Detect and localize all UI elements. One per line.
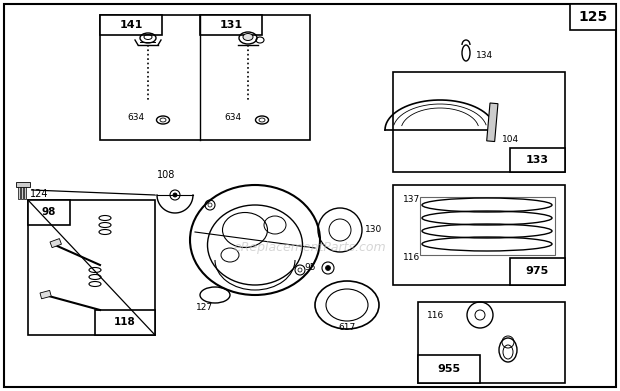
Text: 125: 125 — [578, 10, 608, 24]
Text: 137: 137 — [403, 194, 420, 203]
Text: 134: 134 — [476, 50, 493, 59]
Bar — [388, 28, 608, 258]
Text: 617: 617 — [339, 323, 356, 332]
Bar — [28, 200, 155, 335]
Text: 634: 634 — [127, 113, 144, 122]
Circle shape — [173, 193, 177, 197]
Bar — [510, 148, 565, 172]
Bar — [95, 310, 155, 335]
Bar — [100, 15, 162, 35]
Bar — [24, 185, 26, 199]
Bar — [393, 72, 565, 172]
Bar — [418, 355, 480, 383]
Text: 118: 118 — [114, 317, 136, 327]
Ellipse shape — [243, 34, 253, 41]
Bar — [487, 103, 498, 142]
Text: 127: 127 — [197, 303, 213, 312]
Text: 133: 133 — [526, 155, 549, 165]
Bar — [18, 185, 20, 199]
Text: 634: 634 — [224, 113, 241, 122]
Text: 98: 98 — [42, 207, 56, 217]
Bar — [15, 15, 370, 355]
Bar — [200, 15, 262, 35]
Bar — [570, 4, 616, 30]
Circle shape — [326, 265, 330, 271]
Bar — [50, 239, 61, 248]
Text: 95: 95 — [304, 264, 316, 273]
Text: 975: 975 — [525, 266, 549, 276]
Bar — [40, 291, 51, 299]
Bar — [418, 302, 565, 383]
Bar — [393, 185, 565, 285]
Bar — [16, 182, 30, 187]
Text: 124: 124 — [30, 189, 48, 199]
Bar — [420, 197, 555, 255]
Bar — [510, 258, 565, 285]
Text: 131: 131 — [219, 20, 242, 30]
Text: 955: 955 — [438, 364, 461, 374]
Text: 104: 104 — [502, 136, 519, 145]
Text: 141: 141 — [119, 20, 143, 30]
Text: 130: 130 — [365, 226, 383, 235]
Bar — [100, 15, 310, 140]
Text: eReplacementParts.com: eReplacementParts.com — [234, 242, 386, 255]
Text: 116: 116 — [427, 310, 445, 319]
Bar — [21, 185, 23, 199]
Text: 116: 116 — [403, 253, 420, 262]
Bar — [28, 200, 70, 225]
Text: 108: 108 — [157, 170, 175, 180]
